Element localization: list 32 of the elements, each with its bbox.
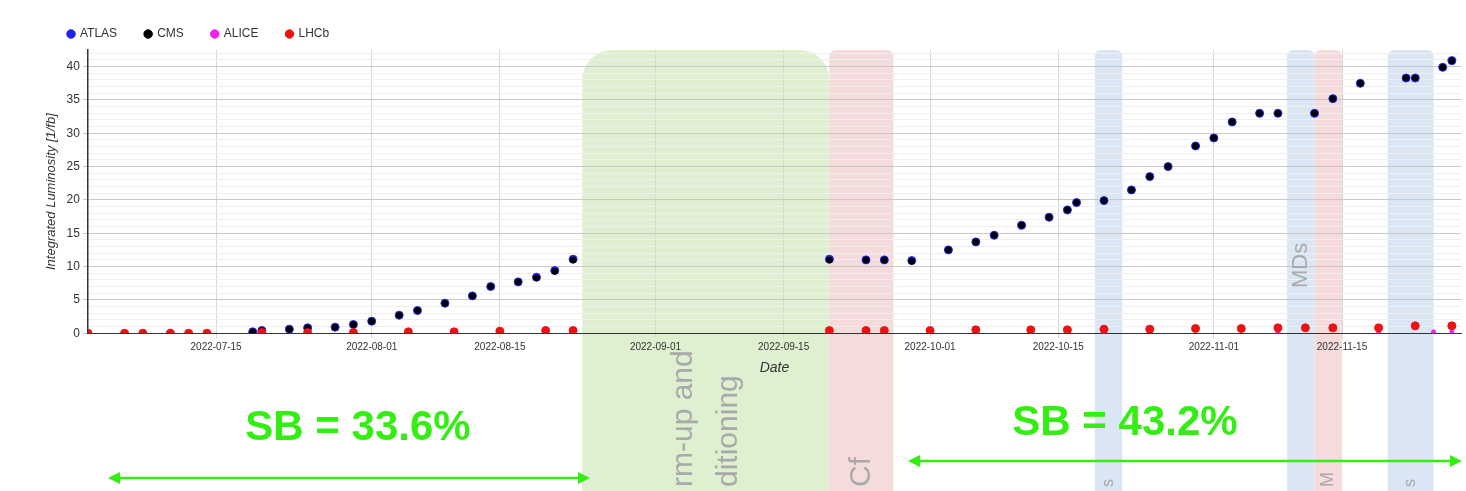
legend-label: ATLAS (80, 26, 118, 41)
y-tick-label: 25 (66, 158, 81, 173)
text: SB = 33.6% (245, 402, 471, 450)
y-tick-label: 10 (66, 258, 81, 273)
y-tick-label: 15 (66, 225, 81, 240)
band-label: s (1401, 479, 1419, 487)
x-tick-label: 2022-10-01 (904, 340, 957, 352)
band-label: rm-up and ditioning (664, 350, 743, 487)
y-tick-label: 20 (66, 192, 81, 207)
x-tick-label: 2022-08-01 (346, 340, 398, 352)
x-tick-label: 2022-09-01 (629, 340, 682, 352)
x-tick-label: 2022-10-15 (1032, 340, 1085, 352)
band-label: s (1098, 479, 1116, 487)
x-tick-label: 2022-11-15 (1316, 340, 1368, 352)
y-tick-label: 30 (66, 125, 81, 140)
y-tick-label: 0 (73, 325, 81, 340)
legend-label: CMS (157, 26, 184, 41)
legend-label: LHCb (298, 26, 330, 41)
y-tick-label: 40 (66, 58, 81, 73)
y-tick-label: 35 (66, 92, 81, 107)
x-tick-label: 2022-09-15 (758, 340, 810, 352)
x-axis-title: Date (759, 359, 790, 376)
text: SB = 43.2% (1012, 397, 1238, 445)
band-label: MDs (1286, 242, 1312, 288)
legend-label: ALICE (223, 26, 259, 41)
x-tick-label: 2022-11-01 (1188, 340, 1240, 352)
x-tick-label: 2022-07-15 (190, 340, 243, 352)
band-label: M (1317, 472, 1338, 487)
x-tick-label: 2022-08-15 (474, 340, 526, 352)
band-label: Cf (842, 456, 876, 487)
y-axis-title: Integrated Luminosity [1/fb] (43, 112, 59, 271)
y-tick-label: 5 (73, 292, 81, 307)
